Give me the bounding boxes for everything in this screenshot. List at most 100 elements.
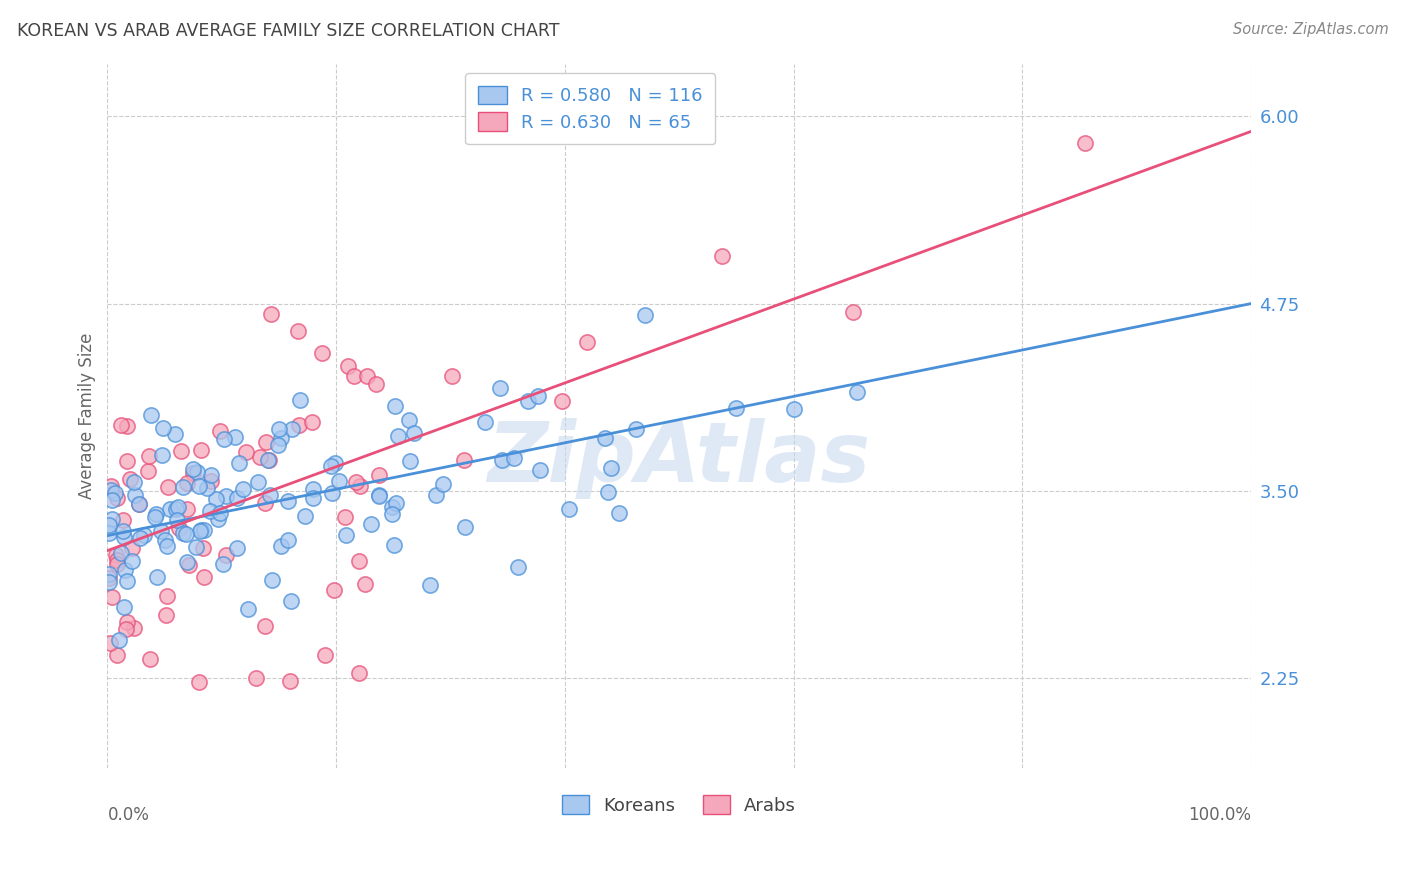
Point — [156, 540, 179, 554]
Point — [288, 393, 311, 408]
Point — [360, 517, 382, 532]
Point — [167, 521, 190, 535]
Point — [176, 475, 198, 490]
Point — [149, 524, 172, 538]
Point — [172, 480, 194, 494]
Point — [104, 485, 127, 500]
Point — [280, 594, 302, 608]
Point — [381, 507, 404, 521]
Point — [516, 393, 538, 408]
Point — [419, 578, 441, 592]
Point — [179, 558, 201, 572]
Point — [124, 621, 146, 635]
Point — [277, 494, 299, 508]
Point — [207, 512, 229, 526]
Point — [280, 673, 302, 688]
Point — [111, 512, 134, 526]
Point — [529, 463, 551, 477]
Point — [441, 369, 464, 384]
Text: KOREAN VS ARAB AVERAGE FAMILY SIZE CORRELATION CHART: KOREAN VS ARAB AVERAGE FAMILY SIZE CORRE… — [17, 22, 560, 40]
Point — [598, 484, 620, 499]
Point — [323, 583, 346, 598]
Point — [262, 573, 284, 587]
Point — [368, 489, 391, 503]
Point — [725, 401, 748, 416]
Point — [558, 502, 581, 516]
Point — [502, 451, 524, 466]
Point — [97, 525, 120, 540]
Point — [249, 450, 271, 464]
Point — [121, 541, 143, 555]
Point — [301, 491, 323, 505]
Point — [139, 409, 162, 423]
Point — [398, 454, 420, 468]
Point — [187, 675, 209, 690]
Point — [150, 448, 173, 462]
Point — [215, 489, 238, 503]
Point — [200, 474, 222, 488]
Point — [398, 413, 420, 427]
Point — [167, 500, 190, 515]
Point — [335, 528, 357, 542]
Point — [193, 523, 215, 537]
Point — [105, 557, 128, 571]
Point — [111, 524, 134, 538]
Point — [209, 506, 232, 520]
Point — [228, 456, 250, 470]
Point — [98, 636, 121, 650]
Text: 100.0%: 100.0% — [1188, 806, 1251, 824]
Point — [301, 415, 323, 429]
Point — [110, 417, 132, 432]
Point — [124, 488, 146, 502]
Point — [253, 496, 276, 510]
Point — [115, 615, 138, 630]
Point — [235, 444, 257, 458]
Point — [404, 426, 426, 441]
Point — [112, 530, 135, 544]
Point — [609, 506, 631, 520]
Point — [328, 474, 350, 488]
Point — [195, 481, 218, 495]
Point — [333, 509, 356, 524]
Point — [212, 433, 235, 447]
Point — [384, 399, 406, 413]
Point — [105, 552, 128, 566]
Point — [97, 567, 120, 582]
Point — [346, 475, 368, 489]
Point — [200, 467, 222, 482]
Point — [174, 527, 197, 541]
Point — [846, 385, 869, 400]
Point — [576, 335, 599, 350]
Point — [115, 454, 138, 468]
Point — [257, 453, 280, 467]
Point — [236, 602, 259, 616]
Point — [117, 419, 139, 434]
Point — [176, 501, 198, 516]
Point — [381, 500, 404, 514]
Point — [257, 452, 280, 467]
Point — [101, 512, 124, 526]
Point — [343, 368, 366, 383]
Point — [253, 618, 276, 632]
Point — [101, 492, 124, 507]
Point — [842, 305, 865, 319]
Point — [100, 483, 122, 497]
Point — [259, 488, 281, 502]
Point — [190, 523, 212, 537]
Point — [453, 452, 475, 467]
Point — [128, 497, 150, 511]
Point — [311, 346, 333, 360]
Point — [97, 518, 120, 533]
Point — [100, 479, 122, 493]
Point — [97, 574, 120, 589]
Point — [146, 570, 169, 584]
Point — [101, 590, 124, 604]
Point — [114, 563, 136, 577]
Point — [526, 389, 548, 403]
Text: 0.0%: 0.0% — [107, 806, 149, 824]
Point — [104, 548, 127, 562]
Point — [277, 533, 299, 547]
Point — [136, 464, 159, 478]
Point — [247, 475, 270, 490]
Point — [145, 507, 167, 521]
